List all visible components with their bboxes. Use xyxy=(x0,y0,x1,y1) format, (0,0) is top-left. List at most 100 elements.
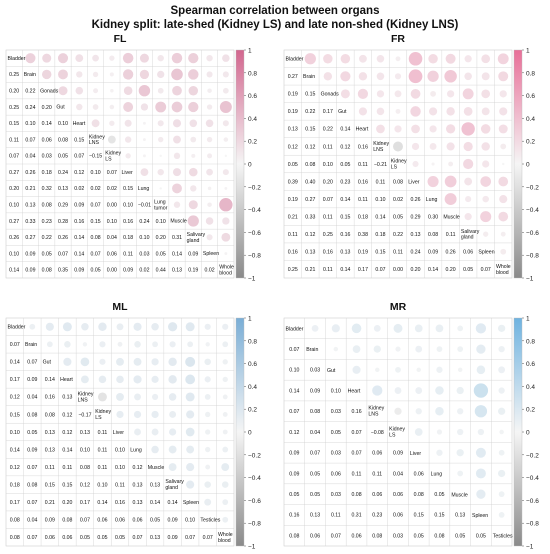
correlation-value: 0.10 xyxy=(115,447,125,453)
correlation-value: 0.22 xyxy=(25,89,35,95)
correlation-circle xyxy=(204,358,211,366)
correlation-value: 0.14 xyxy=(9,268,19,274)
correlation-value: 0.09 xyxy=(289,451,299,457)
diagonal-label-line: Heart xyxy=(60,377,73,383)
correlation-circle xyxy=(91,119,100,128)
correlation-circle xyxy=(474,405,488,418)
correlation-circle xyxy=(189,119,198,128)
correlation-value: 0.16 xyxy=(289,513,299,519)
correlation-circle xyxy=(187,215,199,227)
correlation-circle xyxy=(463,141,473,152)
correlation-circle xyxy=(457,408,464,415)
colorbar-tick-label: 0.6 xyxy=(248,361,257,368)
diagonal-label: Bladder xyxy=(286,57,304,63)
correlation-value: 0.17 xyxy=(358,267,368,273)
correlation-value: 0.08 xyxy=(10,535,20,541)
correlation-circle xyxy=(191,153,196,158)
diagonal-label-line: Heart xyxy=(348,389,361,395)
correlation-value: 0.11 xyxy=(376,179,386,185)
correlation-circle xyxy=(81,323,89,331)
correlation-circle xyxy=(498,211,509,222)
correlation-value: 0.10 xyxy=(10,430,20,436)
correlation-value: 0.07 xyxy=(27,500,37,506)
correlation-value: 0.07 xyxy=(10,342,20,348)
diagonal-label: Lung xyxy=(426,197,438,203)
correlation-circle xyxy=(427,70,439,82)
correlation-value: 0.05 xyxy=(463,267,473,273)
correlation-circle xyxy=(219,101,232,113)
correlation-circle xyxy=(498,71,509,82)
diagonal-label-line: LNS xyxy=(368,412,379,418)
correlation-circle xyxy=(475,323,487,334)
correlation-circle xyxy=(498,345,505,353)
correlation-circle xyxy=(221,481,229,488)
correlation-circle xyxy=(395,346,401,352)
correlation-circle xyxy=(500,248,507,255)
correlation-circle xyxy=(152,341,158,348)
diagonal-label-line: Kidney xyxy=(389,426,405,432)
correlation-value: 0.05 xyxy=(434,492,444,498)
correlation-circle xyxy=(464,177,473,186)
correlation-value: 0.24 xyxy=(58,170,68,176)
correlation-value: 0.14 xyxy=(62,447,72,453)
correlation-value: 0.18 xyxy=(42,170,52,176)
correlation-value: 0.10 xyxy=(9,203,19,209)
correlation-circle xyxy=(373,345,381,353)
correlation-value: 0.11 xyxy=(323,144,333,150)
correlation-circle xyxy=(222,54,230,62)
correlation-circle xyxy=(207,153,213,159)
correlation-value: 0.25 xyxy=(9,72,19,78)
colorbar-tick-label: 0.6 xyxy=(248,93,257,100)
correlation-circle xyxy=(415,387,423,394)
diagonal-label-line: Bladder xyxy=(8,56,26,62)
correlation-circle xyxy=(171,68,183,81)
diagonal-label: Brain xyxy=(306,347,318,353)
correlation-circle xyxy=(140,103,149,111)
correlation-value: 0.10 xyxy=(97,482,107,488)
correlation-circle xyxy=(76,103,83,111)
colorbar-tick-label: 0.2 xyxy=(248,139,257,146)
correlation-circle xyxy=(205,217,214,225)
correlation-value: 0.15 xyxy=(10,412,20,418)
correlation-circle xyxy=(151,428,159,436)
correlation-value: 0.27 xyxy=(288,74,298,80)
correlation-value: 0.11 xyxy=(331,513,341,519)
correlation-circle xyxy=(222,499,229,506)
correlation-circle xyxy=(168,322,178,332)
correlation-value: 0.07 xyxy=(9,154,19,160)
correlation-circle xyxy=(499,90,507,98)
correlation-value: 0.16 xyxy=(74,219,84,225)
correlation-circle xyxy=(157,54,164,62)
correlation-circle xyxy=(376,124,385,134)
diagonal-label: Whole blood xyxy=(219,265,234,277)
correlation-circle xyxy=(222,516,229,523)
correlation-value: 0.12 xyxy=(62,412,72,418)
correlation-circle xyxy=(446,142,455,151)
correlation-value: 0.06 xyxy=(45,535,55,541)
correlation-circle xyxy=(205,429,211,435)
correlation-circle xyxy=(143,154,146,158)
correlation-value: 0.07 xyxy=(107,170,117,176)
colorbar-tick-label: −0.4 xyxy=(526,207,539,214)
colorbar-tick-label: 0.6 xyxy=(526,93,535,100)
correlation-value: 0.04 xyxy=(310,430,320,436)
correlation-value: 0.29 xyxy=(58,203,68,209)
diagonal-label: Kidney LNS xyxy=(373,141,389,153)
correlation-value: 0.05 xyxy=(476,533,486,539)
diagonal-label: Spleen xyxy=(472,513,488,519)
correlation-value: 0.11 xyxy=(446,232,456,238)
correlation-value: 0.09 xyxy=(45,518,55,524)
correlation-circle xyxy=(352,345,361,353)
correlation-value: 0.07 xyxy=(91,251,101,257)
correlation-value: 0.10 xyxy=(80,447,90,453)
correlation-circle xyxy=(134,341,141,348)
correlation-value: 0.07 xyxy=(289,409,299,415)
correlation-circle xyxy=(304,53,316,65)
colorbar-tick-label: −1 xyxy=(526,544,534,551)
colorbar xyxy=(235,49,245,279)
correlation-circle xyxy=(475,447,486,458)
correlation-circle xyxy=(29,323,36,330)
correlation-value: 0.12 xyxy=(305,232,315,238)
